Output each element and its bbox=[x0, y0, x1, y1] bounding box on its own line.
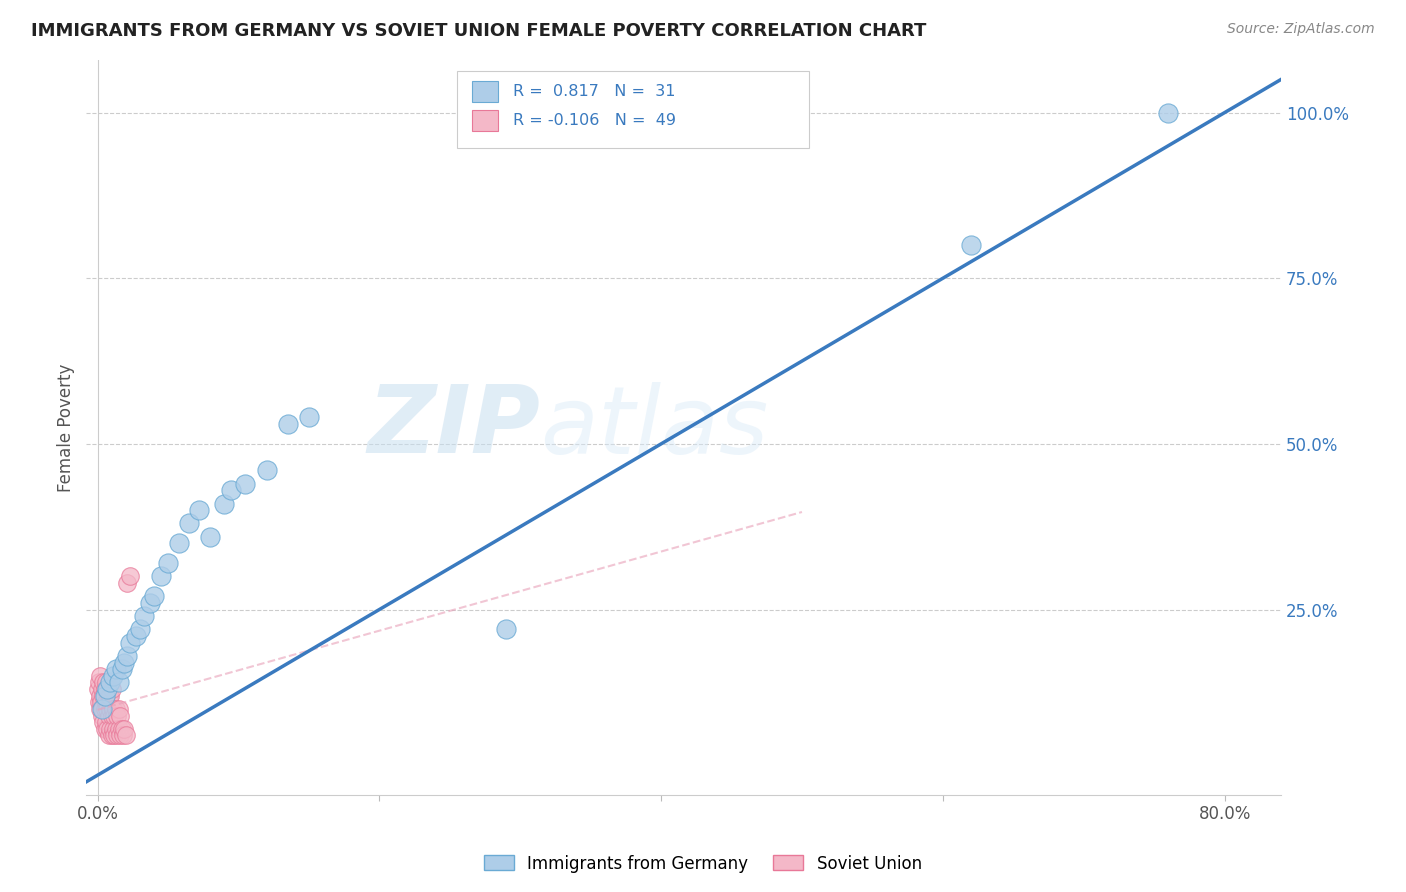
Text: IMMIGRANTS FROM GERMANY VS SOVIET UNION FEMALE POVERTY CORRELATION CHART: IMMIGRANTS FROM GERMANY VS SOVIET UNION … bbox=[31, 22, 927, 40]
Point bbox=[90, 681, 112, 696]
Point bbox=[169, 536, 191, 550]
Point bbox=[90, 702, 112, 716]
Point bbox=[495, 623, 517, 637]
Point bbox=[256, 463, 278, 477]
Point bbox=[87, 695, 110, 709]
Point bbox=[98, 702, 121, 716]
Point bbox=[91, 689, 114, 703]
Point bbox=[100, 728, 122, 742]
Legend: Immigrants from Germany, Soviet Union: Immigrants from Germany, Soviet Union bbox=[478, 848, 928, 880]
Point bbox=[156, 556, 179, 570]
Point bbox=[101, 669, 124, 683]
Point bbox=[298, 410, 321, 425]
Point bbox=[89, 669, 111, 683]
Point bbox=[90, 695, 112, 709]
Point bbox=[107, 702, 129, 716]
Point bbox=[108, 728, 131, 742]
Point bbox=[138, 596, 160, 610]
Point bbox=[107, 675, 129, 690]
Point bbox=[114, 728, 136, 742]
Point bbox=[104, 662, 127, 676]
Text: Source: ZipAtlas.com: Source: ZipAtlas.com bbox=[1227, 22, 1375, 37]
Point bbox=[97, 728, 120, 742]
Text: R = -0.106   N =  49: R = -0.106 N = 49 bbox=[513, 113, 676, 128]
Point bbox=[235, 476, 257, 491]
Point bbox=[115, 648, 138, 663]
Point bbox=[277, 417, 299, 431]
Point bbox=[91, 702, 114, 716]
Point bbox=[94, 675, 117, 690]
Point bbox=[96, 681, 118, 696]
Text: R =  0.817   N =  31: R = 0.817 N = 31 bbox=[513, 84, 675, 99]
Point bbox=[101, 702, 124, 716]
Point bbox=[103, 708, 125, 723]
Point bbox=[128, 623, 150, 637]
Point bbox=[97, 689, 120, 703]
Point bbox=[110, 722, 132, 736]
Point bbox=[132, 609, 155, 624]
FancyBboxPatch shape bbox=[457, 70, 808, 148]
Point bbox=[107, 722, 129, 736]
Point bbox=[149, 569, 172, 583]
Point bbox=[94, 715, 117, 730]
Point bbox=[87, 681, 110, 696]
Point bbox=[142, 589, 165, 603]
Point bbox=[112, 656, 135, 670]
Point bbox=[89, 689, 111, 703]
Point bbox=[118, 635, 141, 649]
Point bbox=[112, 722, 135, 736]
Point bbox=[221, 483, 243, 498]
Point bbox=[111, 728, 134, 742]
Point bbox=[214, 496, 236, 510]
Point bbox=[90, 708, 112, 723]
Point bbox=[98, 689, 121, 703]
Point bbox=[188, 503, 211, 517]
Point bbox=[96, 722, 118, 736]
Point bbox=[93, 689, 115, 703]
FancyBboxPatch shape bbox=[472, 111, 499, 131]
Point bbox=[104, 722, 127, 736]
Point bbox=[98, 722, 121, 736]
Point bbox=[124, 629, 146, 643]
Point bbox=[93, 681, 115, 696]
Point bbox=[110, 662, 132, 676]
Point bbox=[103, 728, 125, 742]
Point bbox=[100, 681, 122, 696]
Point bbox=[98, 675, 121, 690]
Point bbox=[91, 715, 114, 730]
Point bbox=[179, 516, 201, 531]
Point bbox=[97, 708, 120, 723]
Point bbox=[118, 569, 141, 583]
Point bbox=[94, 695, 117, 709]
Point bbox=[87, 675, 110, 690]
Point bbox=[89, 702, 111, 716]
Point bbox=[108, 708, 131, 723]
Point bbox=[115, 576, 138, 591]
Point bbox=[93, 722, 115, 736]
Point bbox=[100, 708, 122, 723]
Y-axis label: Female Poverty: Female Poverty bbox=[58, 363, 75, 491]
FancyBboxPatch shape bbox=[472, 81, 499, 102]
Point bbox=[104, 702, 127, 716]
Point bbox=[105, 728, 128, 742]
Point bbox=[200, 530, 222, 544]
Point bbox=[960, 238, 983, 252]
Point bbox=[101, 722, 124, 736]
Point bbox=[91, 675, 114, 690]
Text: atlas: atlas bbox=[540, 382, 769, 473]
Point bbox=[105, 708, 128, 723]
Point bbox=[96, 702, 118, 716]
Point bbox=[96, 681, 118, 696]
Text: ZIP: ZIP bbox=[367, 382, 540, 474]
Point bbox=[93, 702, 115, 716]
Point bbox=[1157, 105, 1180, 120]
